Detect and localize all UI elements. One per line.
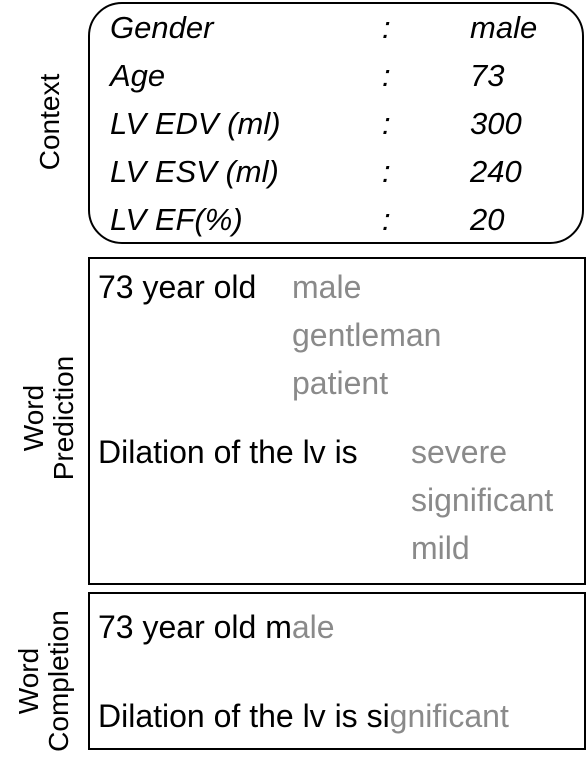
context-colon: : bbox=[382, 202, 391, 237]
prediction-prefix-1: 73 year old bbox=[98, 269, 257, 305]
context-row-lv-edv: LV EDV (ml) : 300 bbox=[90, 100, 582, 148]
prediction-candidate: severe bbox=[411, 434, 508, 470]
prediction-candidate: mild bbox=[411, 530, 470, 566]
context-row-age: Age : 73 bbox=[90, 52, 582, 100]
context-value: 73 bbox=[470, 58, 505, 93]
word-prediction-label-line2: Prediction bbox=[48, 355, 79, 481]
context-colon: : bbox=[382, 154, 391, 189]
context-box: Gender : male Age : 73 LV EDV (ml) : 300… bbox=[88, 2, 584, 244]
context-colon: : bbox=[382, 10, 391, 45]
completion-example-1: 73 year old male bbox=[98, 609, 335, 645]
completion-typed: Dilation of the lv is si bbox=[98, 698, 390, 734]
word-prediction-label: Word Prediction bbox=[18, 338, 81, 498]
word-completion-label-line1: Word bbox=[13, 647, 44, 715]
context-row-lv-ef: LV EF(%) : 20 bbox=[90, 196, 582, 244]
context-key: LV EDV (ml) bbox=[110, 106, 281, 141]
completion-suggested: gnificant bbox=[389, 698, 509, 734]
context-value: 300 bbox=[470, 106, 522, 141]
prediction-prefix-2: Dilation of the lv is bbox=[98, 434, 358, 470]
word-prediction-label-line1: Word bbox=[18, 384, 49, 452]
context-key: Age bbox=[110, 58, 166, 93]
context-label: Context bbox=[34, 73, 65, 171]
context-row-gender: Gender : male bbox=[90, 4, 582, 52]
context-value: 20 bbox=[470, 202, 505, 237]
context-row-lv-esv: LV ESV (ml) : 240 bbox=[90, 148, 582, 196]
prediction-candidate: patient bbox=[292, 365, 389, 401]
word-completion-box: 73 year old male Dilation of the lv is s… bbox=[88, 592, 586, 750]
context-key: Gender bbox=[110, 10, 214, 45]
word-completion-label: Word Completion bbox=[13, 596, 76, 766]
completion-example-2: Dilation of the lv is significant bbox=[98, 698, 509, 734]
prediction-candidate: male bbox=[292, 269, 362, 305]
word-completion-label-line2: Completion bbox=[43, 610, 74, 752]
prediction-candidate: significant bbox=[411, 482, 554, 518]
prediction-candidate: gentleman bbox=[292, 317, 442, 353]
context-value: male bbox=[470, 10, 538, 45]
context-colon: : bbox=[382, 58, 391, 93]
completion-suggested: ale bbox=[291, 609, 335, 645]
context-value: 240 bbox=[470, 154, 522, 189]
completion-typed: 73 year old m bbox=[98, 609, 292, 645]
context-colon: : bbox=[382, 106, 391, 141]
context-key: LV EF(%) bbox=[110, 202, 243, 237]
word-prediction-box: 73 year old male gentleman patient Dilat… bbox=[88, 257, 586, 585]
context-key: LV ESV (ml) bbox=[110, 154, 279, 189]
